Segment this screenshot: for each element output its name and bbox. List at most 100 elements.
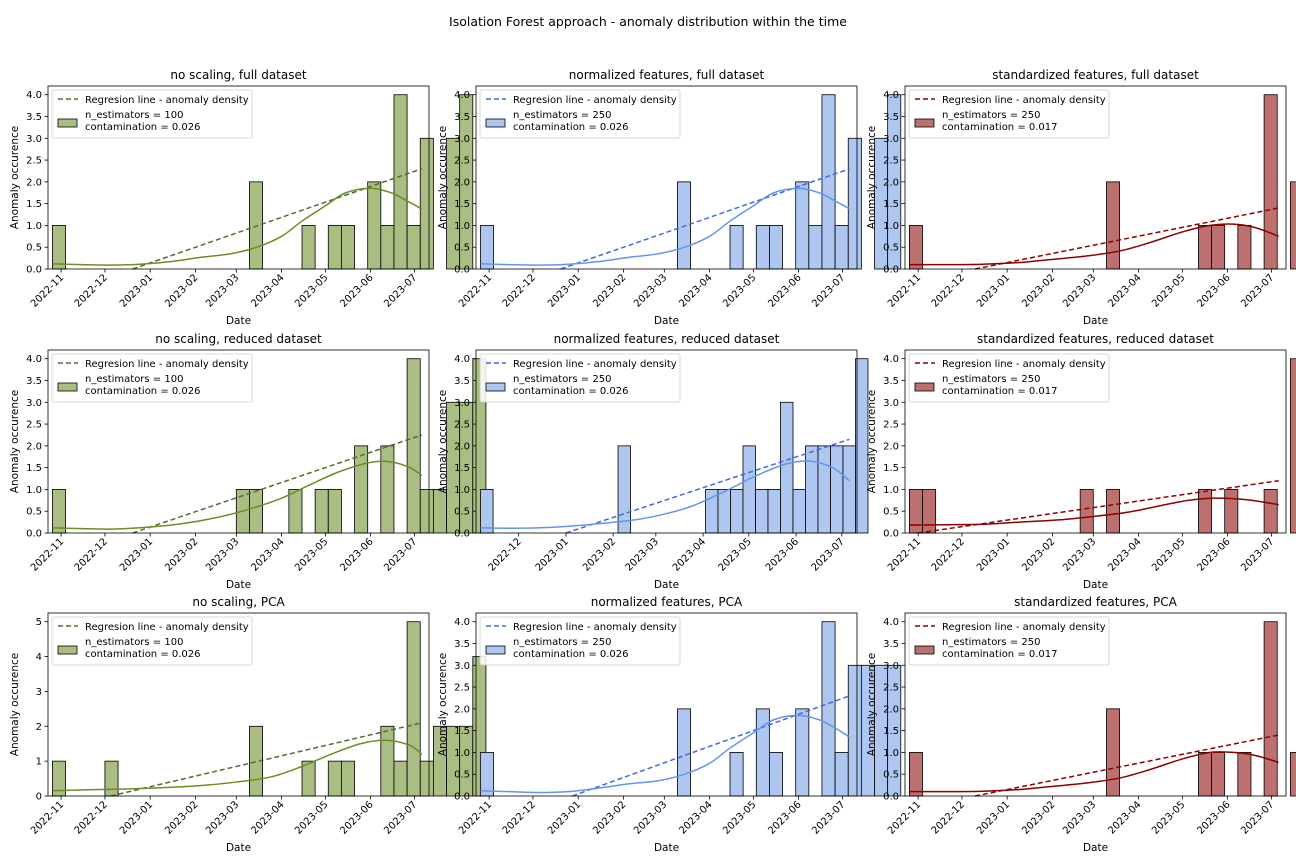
x-tick-label: 2023-02 <box>581 536 618 573</box>
histogram-bar <box>1079 489 1094 534</box>
histogram-bar <box>834 752 849 797</box>
x-axis-label: Date <box>654 579 679 591</box>
legend: Regresion line - anomaly density n_estima… <box>479 353 681 403</box>
histogram-bar <box>755 225 770 270</box>
histogram-bar <box>367 181 382 270</box>
histogram-bar <box>817 445 831 534</box>
x-tick-label: 2023-06 <box>764 536 801 573</box>
y-tick-label: 0.5 <box>454 243 470 254</box>
axes-frame <box>904 349 1287 534</box>
y-axis-label: Anomaly occurence <box>437 653 449 756</box>
x-tick-label: 2023-07 <box>1239 799 1276 836</box>
subplot-9: standardized features, PCA 0.0 0.5 1.0 1.5 2.… <box>866 595 1296 854</box>
x-axis-label: Date <box>1083 315 1108 327</box>
histogram-bar <box>855 358 869 534</box>
histogram-bar <box>393 94 408 270</box>
legend-patch-swatch <box>57 382 78 392</box>
legend: Regresion line - anomaly density n_estima… <box>51 616 253 666</box>
density-curve <box>480 460 850 529</box>
x-tick-label: 2023-04 <box>249 272 286 309</box>
axes-frame <box>47 85 430 270</box>
legend-line-label: Regresion line - anomaly density <box>513 622 677 633</box>
y-tick-label: 0.0 <box>454 529 470 540</box>
histogram-bar <box>677 708 691 797</box>
x-tick-label: 2022-11 <box>457 799 494 836</box>
y-tick-label: 3.5 <box>454 639 470 650</box>
histogram-bar <box>1263 94 1278 270</box>
figure-title: Isolation Forest approach - anomaly dist… <box>449 14 847 29</box>
x-tick-label: 2023-03 <box>204 536 241 573</box>
histogram-bar <box>808 225 823 270</box>
y-tick-label: 2.5 <box>454 156 470 167</box>
x-tick-label: 2023-06 <box>338 272 375 309</box>
histogram-bar <box>729 752 744 797</box>
y-tick-label: 3.0 <box>454 661 470 672</box>
legend-box <box>51 353 253 403</box>
y-tick-label: 1.0 <box>26 485 42 496</box>
y-axis-label: Anomaly occurence <box>866 653 878 756</box>
y-tick-label: 0 <box>36 792 42 803</box>
histogram-bar <box>847 664 862 797</box>
x-tick-label: 2023-06 <box>766 272 803 309</box>
y-tick-label: 3.0 <box>454 398 470 409</box>
histogram-bar <box>717 489 731 534</box>
histogram-bar <box>795 708 810 797</box>
regression-line <box>572 695 850 797</box>
legend-line-label: Regresion line - anomaly density <box>513 95 677 106</box>
x-tick-label: 2022-11 <box>886 536 923 573</box>
histogram-bar <box>288 489 303 534</box>
y-tick-label: 2.5 <box>454 420 470 431</box>
x-tick-label: 2023-07 <box>810 272 847 309</box>
y-tick-label: 4.0 <box>454 617 470 628</box>
subplot-4: no scaling, reduced dataset 0.0 0.5 1.0 1.5 2… <box>9 332 487 591</box>
legend-line-label: Regresion line - anomaly density <box>85 359 249 370</box>
x-tick-label: 2023-01 <box>546 272 583 309</box>
x-tick-label: 2023-02 <box>1020 799 1057 836</box>
legend-patch-label: n_estimators = 100 <box>85 110 183 121</box>
histogram-bar <box>821 621 836 797</box>
y-tick-label: 2.5 <box>454 683 470 694</box>
histogram-bar <box>908 225 923 270</box>
histogram-bar <box>908 752 923 797</box>
y-tick-label: 3.0 <box>454 134 470 145</box>
x-axis-label: Date <box>226 579 251 591</box>
histogram-bar <box>1198 225 1212 270</box>
histogram-bar <box>887 664 902 797</box>
histogram-bar <box>767 489 781 534</box>
x-tick-label: 2023-01 <box>975 536 1012 573</box>
x-tick-label: 2022-12 <box>73 536 110 573</box>
histogram-bar <box>769 225 783 270</box>
legend: Regresion line - anomaly density n_estima… <box>908 89 1110 139</box>
subplot-6: standardized features, reduced dataset 0.… <box>866 332 1296 591</box>
y-axis-label: Anomaly occurence <box>437 126 449 229</box>
y-tick-label: 3.5 <box>454 376 470 387</box>
y-tick-label: 1.5 <box>26 199 42 210</box>
subplot-5: normalized features, reduced dataset 0.0 0… <box>437 332 869 591</box>
histogram-bar <box>479 225 494 270</box>
axes-frame <box>47 612 430 797</box>
y-tick-label: 2.5 <box>883 420 899 431</box>
legend-box <box>479 353 681 403</box>
histogram-bar <box>380 225 395 270</box>
y-axis-label: Anomaly occurence <box>437 390 449 493</box>
histogram-bar <box>1198 489 1212 534</box>
histogram-bar <box>842 445 856 534</box>
subplot-3: standardized features, full dataset 0.0 0.… <box>866 68 1296 327</box>
histogram-bar <box>327 760 342 797</box>
histogram-bar <box>327 489 342 534</box>
y-tick-label: 1.5 <box>454 199 470 210</box>
legend-line-label: Regresion line - anomaly density <box>942 359 1106 370</box>
y-tick-label: 2.0 <box>26 441 42 452</box>
legend-box <box>908 353 1110 403</box>
legend-line-label: Regresion line - anomaly density <box>942 95 1106 106</box>
y-tick-label: 0.0 <box>26 265 42 276</box>
y-tick-label: 4 <box>36 652 42 663</box>
subplot-2: normalized features, full dataset 0.0 0.5 1… <box>437 68 902 327</box>
legend-line-label: Regresion line - anomaly density <box>85 95 249 106</box>
x-tick-label: 2023-05 <box>717 536 754 573</box>
legend-patch-swatch <box>57 645 78 655</box>
subplot-title: no scaling, full dataset <box>170 68 306 82</box>
y-tick-label: 3.5 <box>454 112 470 123</box>
subplot-title: no scaling, PCA <box>192 595 285 609</box>
x-tick-label: 2023-03 <box>204 272 241 309</box>
